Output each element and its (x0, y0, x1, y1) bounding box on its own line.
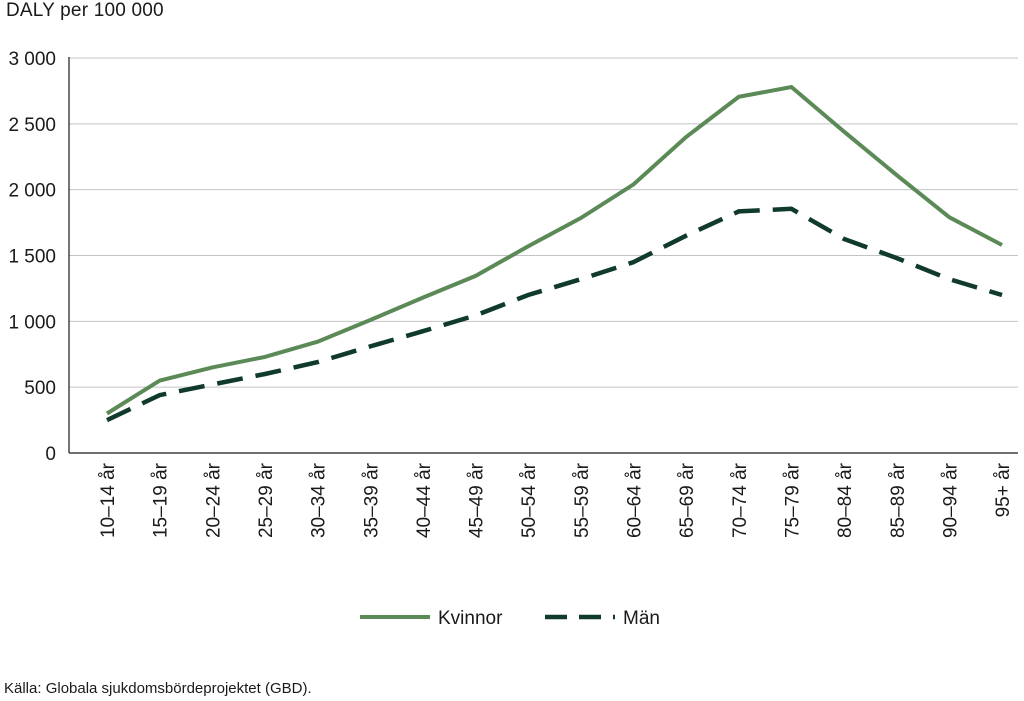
series-lines (105, 84, 1003, 423)
y-tick-label: 500 (24, 378, 56, 399)
x-tick-label: 70–74 år (730, 462, 751, 538)
x-tick-labels: 10–14 år 15–19 år 20–24 år 25–29 år 30–34 år… (98, 462, 1014, 538)
series-line-kvinnor (105, 84, 1003, 416)
legend: Kvinnor Män (360, 608, 660, 629)
legend-label-kvinnor: Kvinnor (438, 608, 503, 629)
x-tick-label: 30–34 år (309, 462, 330, 538)
x-tick-label: 80–84 år (835, 462, 856, 538)
y-tick-label: 3 000 (8, 49, 56, 70)
legend-label-män: Män (623, 608, 660, 629)
y-tick-label: 0 (45, 444, 56, 465)
source-note: Källa: Globala sjukdomsbördeprojektet (G… (4, 680, 312, 697)
x-tick-label: 55–59 år (572, 462, 593, 538)
x-tick-label: 20–24 år (203, 462, 224, 538)
y-tick-label: 2 500 (8, 115, 56, 136)
y-tick-label: 1 000 (8, 312, 56, 333)
gridlines (68, 57, 1018, 454)
y-tick-labels: 0 500 1 000 1 500 2 000 2 500 3 000 (8, 49, 56, 465)
x-tick-label: 25–29 år (256, 462, 277, 538)
y-tick-label: 1 500 (8, 247, 56, 268)
x-tick-label: 95+ år (993, 462, 1014, 517)
x-tick-label: 15–19 år (151, 462, 172, 538)
series-line-män (106, 206, 1003, 423)
x-tick-label: 65–69 år (677, 462, 698, 538)
x-tick-label: 10–14 år (98, 462, 119, 538)
y-tick-label: 2 000 (8, 181, 56, 202)
x-tick-label: 85–89 år (888, 462, 909, 538)
x-tick-label: 50–54 år (519, 462, 540, 538)
x-tick-label: 75–79 år (782, 462, 803, 538)
y-axis-title: DALY per 100 000 (6, 0, 164, 21)
x-tick-label: 60–64 år (625, 462, 646, 538)
x-tick-label: 40–44 år (414, 462, 435, 538)
x-tick-label: 45–49 år (467, 462, 488, 538)
x-tick-label: 90–94 år (940, 462, 961, 538)
x-tick-label: 35–39 år (361, 462, 382, 538)
